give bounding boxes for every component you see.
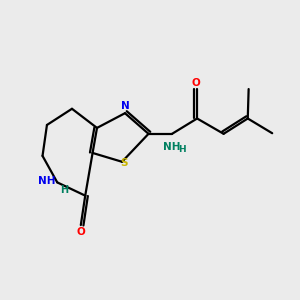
Text: O: O <box>76 227 85 237</box>
Text: N: N <box>121 101 129 111</box>
Text: NH: NH <box>38 176 56 186</box>
Text: S: S <box>120 158 127 168</box>
Text: O: O <box>191 78 200 88</box>
Text: H: H <box>60 185 68 195</box>
Text: H: H <box>178 145 186 154</box>
Text: NH: NH <box>163 142 181 152</box>
